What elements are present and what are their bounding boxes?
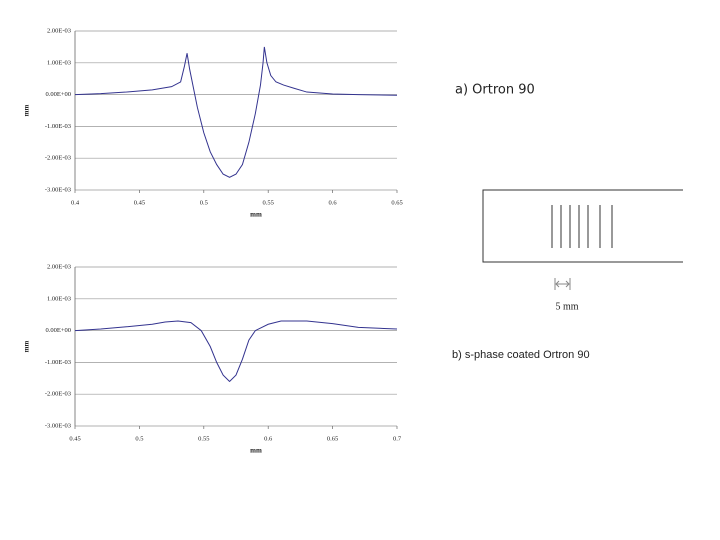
y-tick-label: 0.00E+00 [45,91,71,98]
data-line [74,46,398,178]
y-axis-label: mm [23,105,31,117]
x-tick-label: 0.7 [393,435,402,442]
y-tick-label: -3.00E-03 [45,186,71,193]
y-tick-label: 1.00E-03 [47,295,71,302]
annotation: b) s-phase coated Ortron 90 [452,349,590,361]
x-tick-label: 0.65 [327,435,338,442]
data-line [74,320,398,383]
x-tick-label: 0.4 [71,199,80,206]
x-tick-label: 0.45 [134,199,145,206]
y-tick-label: -2.00E-03 [45,155,71,162]
y-tick-label: 0.00E+00 [45,327,71,334]
x-tick-label: 0.55 [198,435,209,442]
x-tick-label: 0.65 [391,199,402,206]
x-tick-label: 0.6 [329,199,338,206]
x-tick-label: 0.6 [264,435,273,442]
y-tick-label: -1.00E-03 [45,123,71,130]
x-tick-label: 0.5 [135,435,143,442]
y-tick-label: 1.00E-03 [47,59,71,66]
scale-label: 5 mm [555,301,578,312]
y-axis-label: mm [23,341,31,353]
specimen-diagram [482,189,683,290]
specimen-outline [482,189,683,263]
x-axis-label: mm [250,211,262,219]
x-tick-label: 0.5 [200,199,208,206]
x-tick-label: 0.55 [263,199,274,206]
x-tick-label: 0.45 [69,435,80,442]
y-tick-label: 2.00E-03 [47,263,71,270]
scale-arrow [555,280,570,288]
y-tick-label: 2.00E-03 [47,27,71,34]
y-tick-label: -2.00E-03 [45,391,71,398]
annotation: a) Ortron 90 [455,83,535,98]
y-tick-label: -3.00E-03 [45,422,71,429]
y-tick-label: -1.00E-03 [45,359,71,366]
x-axis-label: mm [250,447,262,455]
